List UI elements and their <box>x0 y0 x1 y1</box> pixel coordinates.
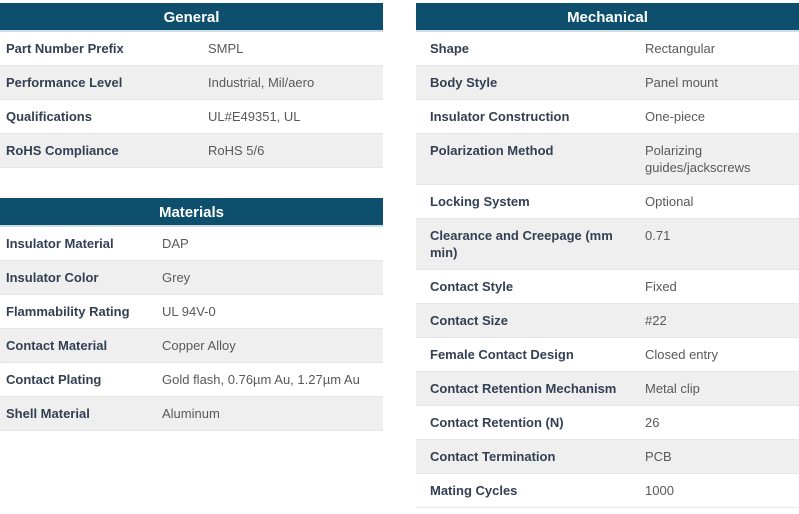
spec-value: Optional <box>645 194 694 209</box>
materials-table-header: Materials <box>0 198 383 227</box>
mechanical-table: Mechanical Shape Rectangular Body Style Pan… <box>416 3 799 508</box>
general-table-header: General <box>0 3 383 32</box>
spec-label: Shell Material <box>6 406 90 421</box>
table-row: Clearance and Creepage (mm min) 0.71 <box>416 219 799 270</box>
table-row: Contact Termination PCB <box>416 440 799 474</box>
table-row: Shell Material Aluminum <box>0 397 383 431</box>
spec-value: 1000 <box>645 483 674 498</box>
spec-value: PCB <box>645 449 672 464</box>
spec-label: Locking System <box>430 194 530 209</box>
spec-label: Qualifications <box>6 109 92 124</box>
spec-value: Rectangular <box>645 41 716 56</box>
table-row: Qualifications UL#E49351, UL <box>0 100 383 134</box>
table-row: Shape Rectangular <box>416 32 799 66</box>
general-table: General Part Number Prefix SMPL Performanc… <box>0 3 383 168</box>
materials-table-rows: Insulator Material DAP Insulator Color Grey… <box>0 227 383 431</box>
spec-label: Insulator Color <box>6 270 99 285</box>
spec-label: Polarization Method <box>430 143 554 158</box>
table-row: Female Contact Design Closed entry <box>416 338 799 372</box>
mechanical-table-rows: Shape Rectangular Body Style Panel mount Ins… <box>416 32 799 508</box>
spec-value: 26 <box>645 415 660 430</box>
spec-label: Contact Retention Mechanism <box>430 381 617 396</box>
spec-value: RoHS 5/6 <box>208 143 265 158</box>
spec-label: Clearance and Creepage (mm min) <box>430 228 613 260</box>
spec-value: UL 94V-0 <box>162 304 216 319</box>
spec-label: Contact Termination <box>430 449 556 464</box>
table-row: Flammability Rating UL 94V-0 <box>0 295 383 329</box>
table-row: Body Style Panel mount <box>416 66 799 100</box>
spec-value: Closed entry <box>645 347 718 362</box>
left-column: General Part Number Prefix SMPL Performanc… <box>0 3 383 508</box>
table-row: Contact Retention Mechanism Metal clip <box>416 372 799 406</box>
spec-label: Part Number Prefix <box>6 41 124 56</box>
spec-label: Contact Plating <box>6 372 102 387</box>
spec-value: #22 <box>645 313 667 328</box>
spec-value: DAP <box>162 236 189 251</box>
table-row: Insulator Construction One-piece <box>416 100 799 134</box>
spec-value: 0.71 <box>645 228 671 243</box>
spec-label: Contact Material <box>6 338 108 353</box>
table-row: Part Number Prefix SMPL <box>0 32 383 66</box>
spec-value: Aluminum <box>162 406 220 421</box>
spec-value: Panel mount <box>645 75 718 90</box>
general-table-rows: Part Number Prefix SMPL Performance Level I… <box>0 32 383 168</box>
spec-label: Flammability Rating <box>6 304 130 319</box>
spec-label: RoHS Compliance <box>6 143 119 158</box>
spec-label: Contact Size <box>430 313 509 328</box>
spec-value: Gold flash, 0.76µm Au, 1.27µm Au <box>162 372 360 387</box>
table-row: Contact Style Fixed <box>416 270 799 304</box>
spec-value: Copper Alloy <box>162 338 236 353</box>
spec-value: Grey <box>162 270 191 285</box>
spec-value: Fixed <box>645 279 677 294</box>
table-row: Insulator Color Grey <box>0 261 383 295</box>
spec-value: One-piece <box>645 109 705 124</box>
table-row: Polarization Method Polarizing guides/jac… <box>416 134 799 185</box>
table-row: Contact Size #22 <box>416 304 799 338</box>
table-row: Contact Material Copper Alloy <box>0 329 383 363</box>
spec-value: Polarizing guides/jackscrews <box>645 143 751 175</box>
table-row: Contact Plating Gold flash, 0.76µm Au, 1.… <box>0 363 383 397</box>
table-row: Contact Retention (N) 26 <box>416 406 799 440</box>
spec-label: Mating Cycles <box>430 483 518 498</box>
spec-label: Insulator Construction <box>430 109 570 124</box>
spec-value: Industrial, Mil/aero <box>208 75 315 90</box>
spec-label: Female Contact Design <box>430 347 574 362</box>
table-row: Performance Level Industrial, Mil/aero <box>0 66 383 100</box>
table-row: Mating Cycles 1000 <box>416 474 799 508</box>
table-row: Locking System Optional <box>416 185 799 219</box>
mechanical-table-header: Mechanical <box>416 3 799 32</box>
spec-value: Metal clip <box>645 381 700 396</box>
spec-value: SMPL <box>208 41 244 56</box>
spec-label: Contact Style <box>430 279 514 294</box>
materials-table: Materials Insulator Material DAP Insulator… <box>0 198 383 431</box>
spec-label: Body Style <box>430 75 498 90</box>
table-row: Insulator Material DAP <box>0 227 383 261</box>
table-row: RoHS Compliance RoHS 5/6 <box>0 134 383 168</box>
spec-label: Shape <box>430 41 470 56</box>
right-column: Mechanical Shape Rectangular Body Style Pan… <box>416 3 799 508</box>
spec-value: UL#E49351, UL <box>208 109 301 124</box>
spec-label: Performance Level <box>6 75 123 90</box>
spec-label: Insulator Material <box>6 236 114 251</box>
spec-label: Contact Retention (N) <box>430 415 564 430</box>
